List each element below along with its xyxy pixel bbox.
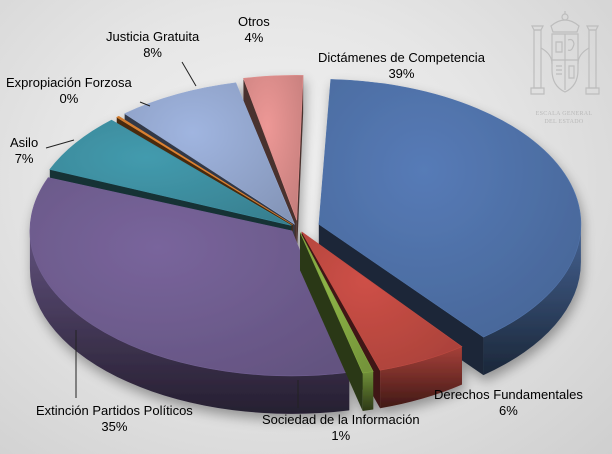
label-sociedad: Sociedad de la Información 1%	[262, 412, 420, 444]
label-sociedad-pct: 1%	[331, 428, 351, 443]
slice-rim	[362, 371, 374, 412]
slice-top-face	[124, 82, 296, 225]
label-asilo-name: Asilo	[10, 135, 39, 150]
label-sociedad-name: Sociedad de la Información	[262, 412, 420, 427]
label-asilo: Asilo 7%	[10, 135, 38, 167]
label-otros-name: Otros	[238, 14, 270, 29]
label-justicia: Justicia Gratuita 8%	[106, 29, 199, 61]
slice-side-face	[296, 75, 304, 259]
pie-slice-sociedad	[299, 232, 374, 412]
label-asilo-pct: 7%	[14, 151, 34, 166]
label-derechos-pct: 6%	[499, 403, 518, 418]
label-expropiacion: Expropiación Forzosa 0%	[6, 75, 132, 107]
slice-rim	[380, 346, 462, 409]
slice-top-face	[29, 177, 350, 377]
slice-top-face	[301, 231, 463, 371]
slice-rim	[29, 230, 350, 414]
label-expropiacion-name: Expropiación Forzosa	[6, 75, 132, 90]
slice-top-face	[318, 79, 582, 338]
label-derechos: Derechos Fundamentales 6%	[434, 387, 583, 419]
label-extincion: Extinción Partidos Políticos 35%	[36, 403, 193, 435]
label-expropiacion-pct: 0%	[59, 91, 79, 106]
slice-top-face	[116, 115, 293, 225]
label-otros: Otros 4%	[238, 14, 270, 46]
leader-line-asilo	[45, 139, 75, 149]
slice-top-face	[299, 232, 374, 374]
label-extincion-name: Extinción Partidos Políticos	[36, 403, 193, 418]
label-dictamenes-pct: 39%	[388, 66, 415, 81]
label-derechos-name: Derechos Fundamentales	[434, 387, 583, 402]
leader-line-expropiacion	[139, 101, 151, 107]
label-justicia-name: Justicia Gratuita	[106, 29, 200, 44]
emblem-caption: ESCALA GENERAL DEL ESTADO	[518, 110, 610, 126]
label-otros-pct: 4%	[244, 30, 264, 45]
label-dictamenes-name: Dictámenes de Competencia	[318, 50, 485, 65]
pie-slice-extincion	[29, 177, 350, 414]
slice-rim	[483, 224, 581, 376]
emblem-caption-line2: DEL ESTADO	[544, 119, 584, 125]
label-justicia-pct: 8%	[143, 45, 162, 60]
spanish-coat-of-arms-icon	[530, 11, 600, 95]
label-dictamenes: Dictámenes de Competencia 39%	[318, 50, 485, 82]
slice-side-face	[300, 232, 363, 412]
slice-top-face	[243, 75, 304, 221]
slice-top-face	[49, 119, 292, 226]
leader-lines	[45, 61, 299, 408]
label-extincion-pct: 35%	[101, 419, 128, 434]
leader-line-justicia	[181, 61, 197, 87]
emblem-caption-line1: ESCALA GENERAL	[535, 111, 593, 117]
